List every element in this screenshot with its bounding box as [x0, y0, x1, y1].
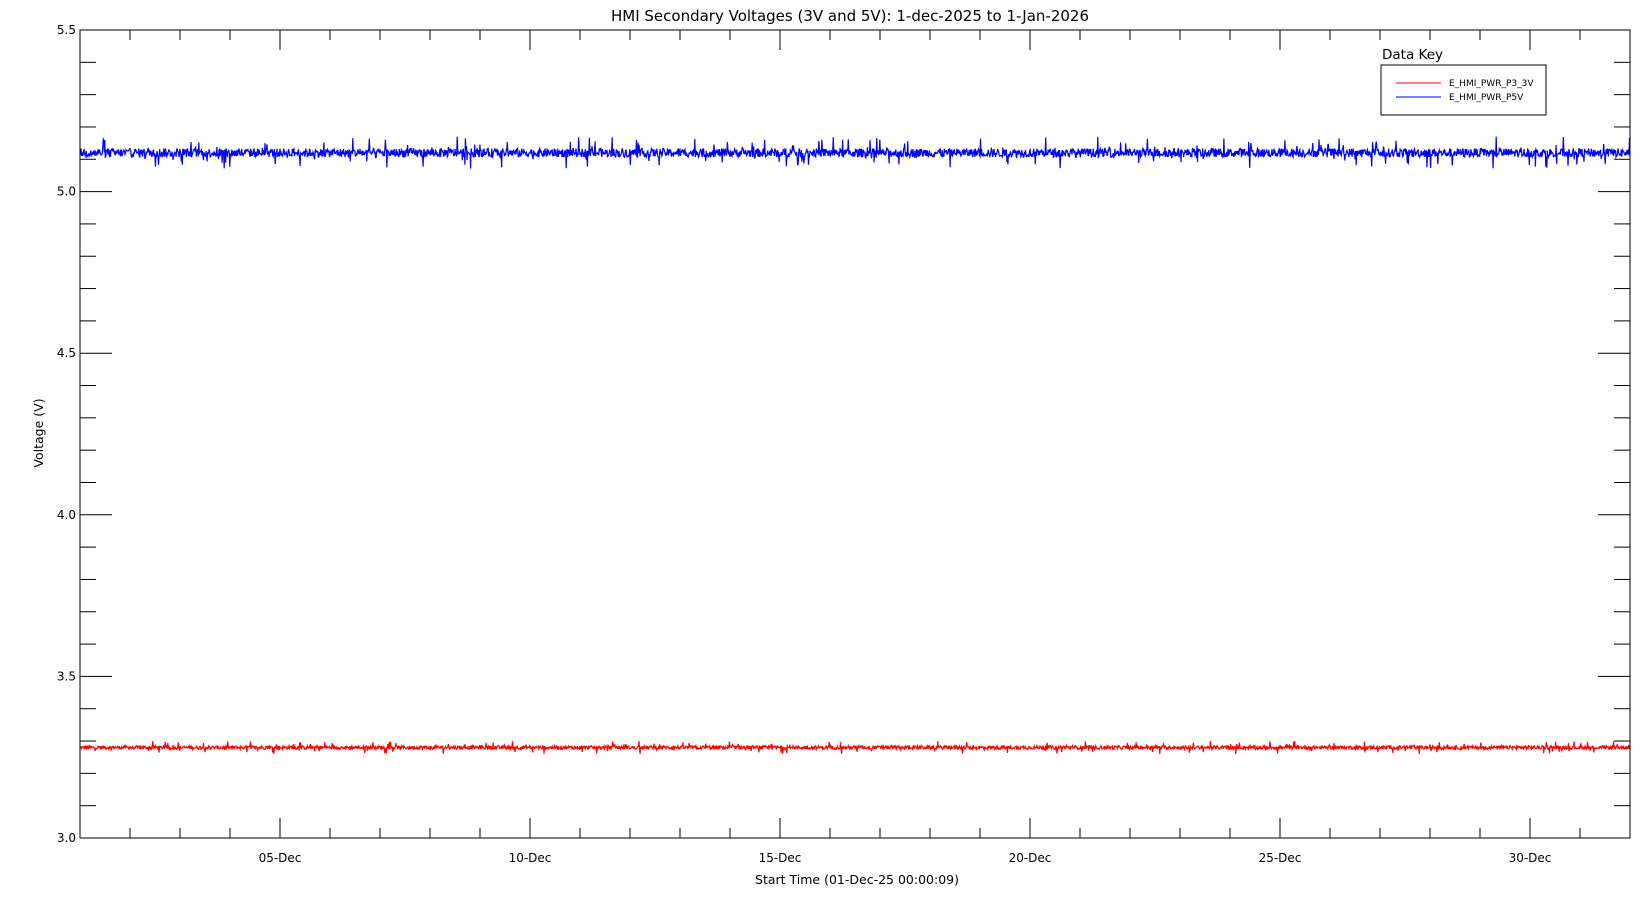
x-tick-label: 20-Dec: [1009, 851, 1052, 865]
y-tick-label: 3.5: [57, 669, 76, 683]
x-tick-label: 05-Dec: [259, 851, 302, 865]
x-tick-label: 10-Dec: [509, 851, 552, 865]
legend-label-p3-3v: E_HMI_PWR_P3_3V: [1449, 79, 1534, 89]
legend-box: [1380, 64, 1547, 116]
legend-title: Data Key: [1382, 47, 1443, 63]
y-axis-label: Voltage (V): [31, 398, 46, 467]
legend: Data Key E_HMI_PWR_P3_3V E_HMI_PWR_P5V: [1380, 47, 1547, 116]
y-tick-label: 5.5: [57, 23, 76, 37]
y-tick-label: 5.0: [57, 185, 76, 199]
series-line-0: [80, 740, 1631, 755]
x-tick-label: 15-Dec: [759, 851, 802, 865]
y-tick-label: 4.0: [57, 508, 76, 522]
x-tick-label: 30-Dec: [1509, 851, 1552, 865]
y-tick-label: 3.0: [57, 831, 76, 845]
axis-layer: 3.0 3.5 4.0 4.5 5.0 5.5 05-Dec 10-Dec 15-Dec 20-D…: [57, 23, 1630, 865]
chart-title: HMI Secondary Voltages (3V and 5V): 1-de…: [611, 7, 1089, 25]
series-line-1: [79, 136, 1631, 169]
legend-label-p5v: E_HMI_PWR_P5V: [1449, 93, 1524, 103]
series-layer: [79, 136, 1631, 755]
plot-frame: [79, 29, 1631, 839]
y-tick-label: 4.5: [57, 346, 76, 360]
x-tick-label: 25-Dec: [1259, 851, 1302, 865]
x-axis-label: Start Time (01-Dec-25 00:00:09): [755, 872, 959, 887]
